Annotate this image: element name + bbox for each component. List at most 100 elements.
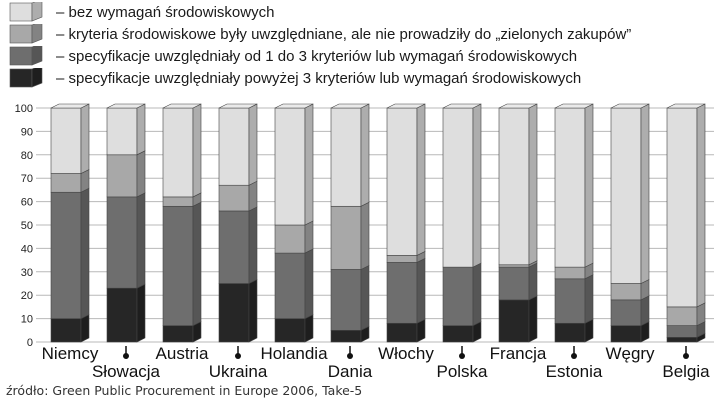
bar-top: [330, 103, 370, 109]
bar-segment-side: [640, 103, 650, 284]
bar-top: [498, 103, 538, 109]
bar-group: [666, 103, 706, 343]
bar-segment: [442, 107, 474, 268]
bar-segment-side: [80, 314, 90, 343]
bar-segment-side: [416, 103, 426, 256]
legend-item: – bez wymagań środowiskowych: [6, 1, 274, 23]
label-pin-dot: [459, 353, 465, 359]
bar-segment: [554, 266, 586, 280]
bar-segment: [554, 278, 586, 324]
category-label: Holandia: [260, 344, 328, 363]
bar-segment: [610, 107, 642, 284]
y-tick-label: 90: [21, 126, 33, 138]
legend-swatch: [9, 24, 43, 44]
bar-group: [498, 103, 538, 343]
bar-segment: [554, 107, 586, 268]
y-tick-label: 40: [21, 243, 33, 255]
source-note: źródło: Green Public Procurement in Euro…: [6, 383, 363, 398]
bar-segment: [330, 269, 362, 331]
bar-segment: [50, 173, 82, 193]
bar-segment-side: [136, 103, 146, 156]
bar-segment: [218, 210, 250, 284]
bar-segment-side: [416, 257, 426, 324]
bar-segment: [50, 318, 82, 343]
label-pin-dot: [347, 353, 353, 359]
bar-segment-side: [248, 180, 258, 212]
bar-top: [666, 103, 706, 109]
bar-segment-side: [528, 295, 538, 343]
y-tick-label: 10: [21, 314, 33, 326]
legend-label: – specyfikacje uwzględniały od 1 do 3 kr…: [56, 47, 578, 65]
label-pin-dot: [571, 353, 577, 359]
bar-top: [442, 103, 482, 109]
bar-group: [330, 103, 370, 343]
bar-segment: [386, 262, 418, 324]
bar-segment-side: [248, 206, 258, 284]
bar-segment: [330, 107, 362, 207]
legend-swatch: [9, 68, 43, 88]
y-tick-label: 70: [21, 173, 33, 185]
bar-segment-side: [304, 220, 314, 254]
bar-segment-side: [360, 264, 370, 331]
bar-segment: [50, 107, 82, 174]
bar-segment-side: [472, 262, 482, 327]
bar-segment: [162, 107, 194, 198]
y-tick-label: 30: [21, 267, 33, 279]
bar-segment: [106, 196, 138, 289]
bar-segment: [498, 107, 530, 266]
bar-segment-side: [136, 150, 146, 198]
bar-segment-side: [640, 295, 650, 327]
bar-segment: [162, 325, 194, 343]
bar-segment-side: [304, 248, 314, 320]
category-label: Słowacja: [92, 362, 161, 381]
bar-group: [386, 103, 426, 343]
y-tick-label: 100: [15, 103, 33, 115]
legend-label: – kryteria środowiskowe były uwzględnian…: [56, 25, 632, 43]
bar-segment: [386, 322, 418, 343]
bar-segment: [218, 283, 250, 343]
bar-segment-side: [80, 187, 90, 320]
legend-label: – specyfikacje uwzględniały powyżej 3 kr…: [56, 69, 582, 87]
bar-group: [162, 103, 202, 343]
bar-segment: [610, 299, 642, 326]
y-tick-label: 20: [21, 290, 33, 302]
bar-segment: [666, 325, 698, 338]
bar-segment-side: [192, 103, 202, 198]
bar-segment: [274, 224, 306, 254]
y-tick-label: 0: [27, 337, 33, 349]
label-pin-dot: [235, 353, 241, 359]
bar-segment: [106, 287, 138, 343]
bar-segment-side: [248, 103, 258, 186]
bar-segment-side: [360, 201, 370, 270]
bar-segment: [274, 318, 306, 343]
bar-segment: [386, 255, 418, 263]
bar-top: [162, 103, 202, 109]
bar-segment: [442, 266, 474, 326]
bar-segment-side: [360, 103, 370, 207]
bar-segment-side: [248, 279, 258, 343]
category-label: Niemcy: [42, 344, 99, 363]
legend-item: – specyfikacje uwzględniały od 1 do 3 kr…: [6, 45, 577, 67]
bar-segment-side: [472, 103, 482, 268]
bar-top: [274, 103, 314, 109]
bar-segment: [162, 205, 194, 326]
bar-segment: [274, 252, 306, 319]
bar-segment: [554, 322, 586, 343]
bar-segment: [498, 299, 530, 343]
bar-segment-side: [528, 262, 538, 301]
bar-segment: [666, 337, 698, 343]
bar-segment-side: [136, 283, 146, 343]
legend-item: – specyfikacje uwzględniały powyżej 3 kr…: [6, 67, 581, 89]
bar-top: [610, 103, 650, 109]
bar-segment: [218, 107, 250, 186]
bar-segment: [218, 184, 250, 212]
bar-segment: [274, 107, 306, 226]
stacked-bar-chart: 0 10 20 30 40 50 60 70 80 90 100 NiemcySłowacjaAust…: [15, 103, 714, 381]
bar-segment: [610, 325, 642, 343]
bar-segment: [106, 154, 138, 198]
bar-segment-side: [80, 103, 90, 175]
bar-top: [50, 103, 90, 109]
bar-group: [50, 103, 90, 343]
bar-segment-side: [136, 192, 146, 289]
category-label: Polska: [436, 362, 488, 381]
